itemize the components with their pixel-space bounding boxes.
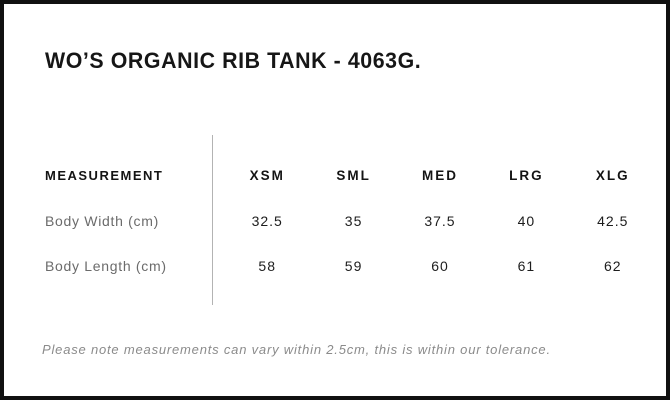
table-row-body-length: Body Length (cm) 58 59 60 61 62 (45, 243, 666, 288)
size-column-header-sml: SML (336, 168, 371, 183)
measurement-value: 58 (258, 257, 276, 274)
size-chart-header-row: MEASUREMENT XSM SML MED LRG XLG (45, 153, 666, 198)
measurement-value: 37.5 (424, 212, 456, 229)
size-column-header-med: MED (421, 168, 458, 183)
row-label: Body Length (cm) (45, 257, 167, 274)
measurement-value: 62 (603, 257, 622, 274)
size-chart-table: MEASUREMENT XSM SML MED LRG XLG Body Wid… (4, 153, 666, 288)
size-column-header-xlg: XLG (595, 168, 630, 183)
measurement-column-header: MEASUREMENT (45, 168, 164, 183)
row-label: Body Width (cm) (45, 212, 159, 229)
measurement-value: 59 (344, 257, 363, 274)
measurement-value: 42.5 (597, 212, 629, 229)
product-title: WO’S ORGANIC RIB TANK - 4063G. (45, 48, 422, 73)
table-row-body-width: Body Width (cm) 32.5 35 37.5 40 42.5 (45, 198, 666, 243)
measurement-value: 40 (517, 212, 536, 229)
measurement-value: 60 (431, 257, 449, 274)
tolerance-note: Please note measurements can vary within… (42, 342, 551, 357)
measurement-value: 32.5 (251, 212, 283, 229)
size-column-header-lrg: LRG (509, 168, 544, 183)
column-divider (212, 135, 213, 305)
measurement-value: 35 (344, 212, 363, 229)
size-column-header-xsm: XSM (249, 168, 285, 183)
measurement-value: 61 (517, 257, 536, 274)
